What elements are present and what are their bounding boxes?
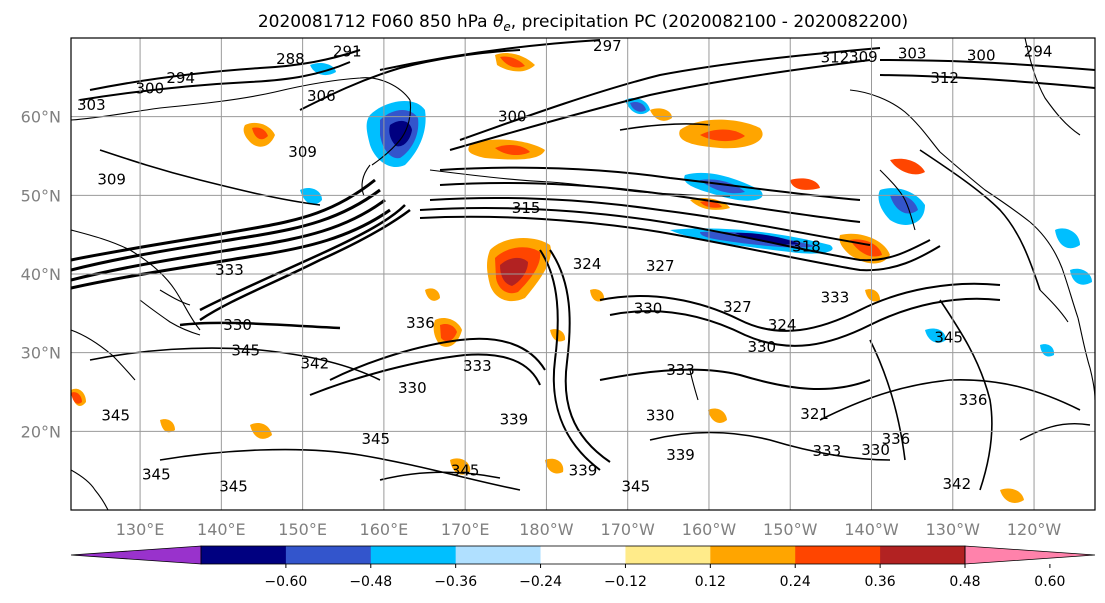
contour-label: 303 [898,45,927,63]
colorbar-extend-min [70,545,202,565]
colorbar-segment [370,546,457,564]
contour-label: 339 [666,446,695,464]
colorbar-tick-label: 0.24 [780,574,811,590]
contour-label: 333 [812,442,841,460]
colorbar-outline [200,545,966,565]
colorbar-segment [880,546,966,564]
latitude-label: 40°N [21,265,61,284]
colorbar-segment [540,546,626,564]
colorbar-segment [625,546,711,564]
longitude-label: 140°E [197,520,246,539]
longitude-label: 170°W [601,520,656,539]
latitude-labels: 60°N 50°N 40°N 30°N 20°N [21,108,61,442]
longitude-label: 150°E [278,520,327,539]
contour-label: 345 [934,329,963,347]
contour-label: 309 [849,48,878,66]
colorbar-extend-max [964,545,1096,565]
latitude-label: 20°N [21,422,61,441]
contour-label: 309 [288,143,317,161]
contour-label: 345 [231,341,260,359]
contour-label: 336 [959,391,988,409]
contour-label: 336 [406,314,435,332]
map-frame [70,37,1096,511]
colorbar-tick-label: 0.12 [695,574,726,590]
contour-label: 342 [943,475,972,493]
contour-label: 300 [136,79,165,97]
contour-label: 345 [142,466,171,484]
colorbar-tick-label: −0.48 [349,574,392,590]
contour-label: 327 [723,298,752,316]
longitude-labels: 130°E 140°E 150°E 160°E 170°E 180°W 170°W 160°W… [116,520,1062,539]
longitude-label: 160°E [360,520,409,539]
contour-label: 345 [219,477,248,495]
longitude-label: 130°W [926,520,981,539]
contour-label: 321 [800,405,829,423]
colorbar-tick-label: −0.12 [604,574,647,590]
longitude-label: 160°W [682,520,737,539]
contour-label: 339 [500,411,529,429]
colorbar-tick-label: 0.48 [949,574,980,590]
contour-label: 333 [666,361,695,379]
contour-label: 288 [276,50,305,68]
contour-label: 300 [498,108,527,126]
colorbar: −0.60 −0.48 −0.36 −0.24 −0.12 0.12 0.24 0.36 0.4… [70,545,1096,590]
longitude-label: 130°E [116,520,165,539]
latitude-label: 30°N [21,344,61,363]
colorbar-tick-label: −0.60 [264,574,307,590]
colorbar-tick-label: 0.36 [865,574,896,590]
colorbar-tick-label: −0.36 [434,574,477,590]
colorbar-segment [795,546,881,564]
contour-label: 309 [97,171,126,189]
longitude-label: 180°W [519,520,574,539]
contour-label: 330 [223,316,252,334]
contour-label: 330 [398,379,427,397]
longitude-label: 140°W [844,520,899,539]
contour-label: 324 [573,255,602,273]
figure-title: 2020081712 F060 850 hPa θe, precipitatio… [258,12,908,34]
longitude-label: 150°W [763,520,818,539]
contour-label: 345 [101,407,130,425]
contour-label: 300 [967,46,996,64]
gridlines [71,38,1095,510]
contour-label: 330 [646,407,675,425]
contour-label: 345 [451,462,480,480]
contour-label: 312 [821,49,850,67]
contour-label: 294 [166,69,195,87]
longitude-label: 120°W [1007,520,1062,539]
colorbar-segment [710,546,796,564]
contour-label: 336 [882,430,911,448]
latitude-label: 60°N [21,108,61,127]
contour-label: 315 [512,199,541,217]
contour-label: 345 [622,477,651,495]
latitude-label: 50°N [21,186,61,205]
contour-label: 333 [463,357,492,375]
colorbar-segment [201,546,287,564]
contour-label: 327 [646,257,675,275]
contour-label: 345 [361,430,390,448]
contour-label: 342 [300,355,329,373]
contour-label: 330 [634,300,663,318]
contour-label: 333 [215,261,244,279]
coastlines [71,38,1095,510]
colorbar-tick-label: 0.60 [1034,574,1065,590]
contour-label: 324 [768,316,797,334]
longitude-label: 170°E [441,520,490,539]
contour-label: 339 [569,462,598,480]
contour-label: 291 [333,42,362,60]
contour-label: 312 [930,69,959,87]
contour-label: 318 [792,237,821,255]
colorbar-segment [285,546,372,564]
contour-label: 303 [77,96,106,114]
contour-label: 306 [307,87,336,105]
colorbar-segment [455,546,542,564]
colorbar-tick-label: −0.24 [519,574,562,590]
contour-label: 330 [747,338,776,356]
contour-label: 297 [593,37,622,55]
contour-label: 333 [821,289,850,307]
contour-label: 330 [861,441,890,459]
contour-label: 294 [1024,42,1053,60]
